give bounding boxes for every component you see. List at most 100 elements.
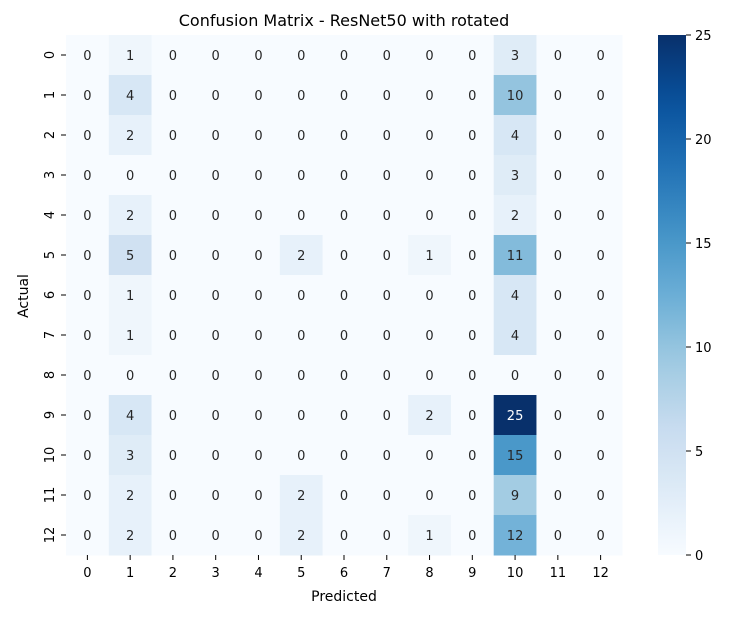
- cell-value-label: 0: [596, 129, 604, 144]
- cell-value-label: 0: [297, 129, 305, 144]
- heatmap-cell: [279, 435, 324, 476]
- heatmap-cell: [408, 275, 452, 316]
- cell-value-label: 0: [254, 489, 262, 504]
- cell-value-label: 3: [511, 169, 519, 184]
- cell-value-label: 0: [468, 529, 476, 544]
- heatmap-cell: [450, 75, 495, 116]
- heatmap-cell: [194, 275, 238, 316]
- heatmap-cell: [194, 355, 238, 396]
- heatmap-cell: [237, 275, 281, 316]
- heatmap-cell: [579, 195, 623, 236]
- cell-value-label: 0: [254, 449, 262, 464]
- cell-value-label: 0: [169, 449, 177, 464]
- x-tick-label: 3: [212, 566, 220, 581]
- colorbar-tick-label: 10: [695, 341, 712, 356]
- y-tick-label: 12: [43, 527, 58, 544]
- heatmap-cell: [279, 275, 324, 316]
- cell-value-label: 3: [126, 449, 134, 464]
- heatmap-cell: [194, 115, 238, 156]
- cell-value-label: 2: [297, 529, 305, 544]
- heatmap-cell: [450, 115, 495, 156]
- heatmap-cell: [579, 35, 623, 76]
- heatmap-cell: [536, 195, 580, 236]
- heatmap-cell: [194, 475, 238, 516]
- heatmap-cell: [279, 35, 324, 76]
- heatmap-cell: [237, 435, 281, 476]
- cell-value-label: 0: [340, 329, 348, 344]
- heatmap-cell: [365, 395, 409, 436]
- heatmap-cell: [194, 35, 238, 76]
- heatmap-cell: [450, 235, 495, 276]
- heatmap-cell: [151, 395, 195, 436]
- heatmap-cell: [237, 355, 281, 396]
- heatmap-cell: [66, 315, 110, 356]
- cell-value-label: 0: [383, 369, 391, 384]
- heatmap-cell: [151, 35, 195, 76]
- cell-value-label: 0: [126, 169, 134, 184]
- heatmap-cell: [493, 435, 537, 476]
- cell-value-label: 0: [468, 49, 476, 64]
- cell-value-label: 0: [83, 169, 91, 184]
- heatmap-cell: [365, 475, 409, 516]
- cell-value-label: 0: [83, 369, 91, 384]
- cell-value-label: 2: [425, 409, 433, 424]
- heatmap-cell: [151, 155, 195, 196]
- heatmap-cell: [493, 235, 537, 276]
- cell-value-label: 0: [212, 289, 220, 304]
- heatmap-cell: [450, 315, 495, 356]
- cell-value-label: 0: [511, 369, 519, 384]
- heatmap-cell: [408, 235, 452, 276]
- cell-value-label: 0: [254, 289, 262, 304]
- heatmap-cell: [450, 475, 495, 516]
- cell-value-label: 1: [425, 249, 433, 264]
- heatmap-cell: [322, 395, 366, 436]
- cell-value-label: 0: [468, 209, 476, 224]
- cell-value-label: 0: [425, 369, 433, 384]
- cell-value-label: 0: [383, 329, 391, 344]
- x-axis-ticks: 0 1 2 3 4 5 6 7 8 9 10 11 12: [83, 555, 609, 581]
- heatmap-cell: [579, 355, 623, 396]
- cell-value-label: 0: [212, 369, 220, 384]
- cell-value-label: 0: [468, 489, 476, 504]
- heatmap-cell: [108, 435, 153, 476]
- cell-value-label: 0: [554, 249, 562, 264]
- heatmap-cell: [322, 355, 366, 396]
- cell-value-label: 0: [340, 489, 348, 504]
- heatmap-cell: [408, 35, 452, 76]
- heatmap-cell: [450, 35, 495, 76]
- heatmap-cell: [237, 235, 281, 276]
- cell-value-label: 0: [212, 89, 220, 104]
- cell-value-label: 5: [126, 249, 134, 264]
- cell-value-label: 0: [254, 529, 262, 544]
- cell-value-label: 0: [83, 129, 91, 144]
- cell-value-label: 0: [425, 209, 433, 224]
- heatmap-cell: [66, 355, 110, 396]
- cell-value-label: 0: [126, 369, 134, 384]
- cell-value-label: 2: [511, 209, 519, 224]
- y-tick-label: 11: [43, 487, 58, 504]
- cell-value-label: 0: [596, 369, 604, 384]
- heatmap-cell: [237, 395, 281, 436]
- cell-value-label: 0: [554, 489, 562, 504]
- heatmap-cell: [151, 235, 195, 276]
- heatmap-cell: [579, 75, 623, 116]
- heatmap-cell: [322, 435, 366, 476]
- cell-value-label: 0: [383, 489, 391, 504]
- cell-value-label: 0: [383, 289, 391, 304]
- heatmap-cell: [365, 75, 409, 116]
- heatmap-cell: [279, 475, 324, 516]
- heatmap-cell: [151, 275, 195, 316]
- cell-value-label: 0: [83, 249, 91, 264]
- colorbar-ticks: 0 5 10 15 20 25: [686, 29, 712, 564]
- cell-value-label: 0: [254, 129, 262, 144]
- heatmap-cell: [151, 195, 195, 236]
- cell-value-label: 0: [254, 49, 262, 64]
- cell-value-label: 0: [383, 409, 391, 424]
- heatmap-cell: [579, 435, 623, 476]
- heatmap-cell: [237, 75, 281, 116]
- cell-value-label: 15: [507, 449, 524, 464]
- heatmap-cell: [493, 515, 537, 556]
- cell-value-label: 0: [212, 449, 220, 464]
- cell-value-label: 0: [554, 449, 562, 464]
